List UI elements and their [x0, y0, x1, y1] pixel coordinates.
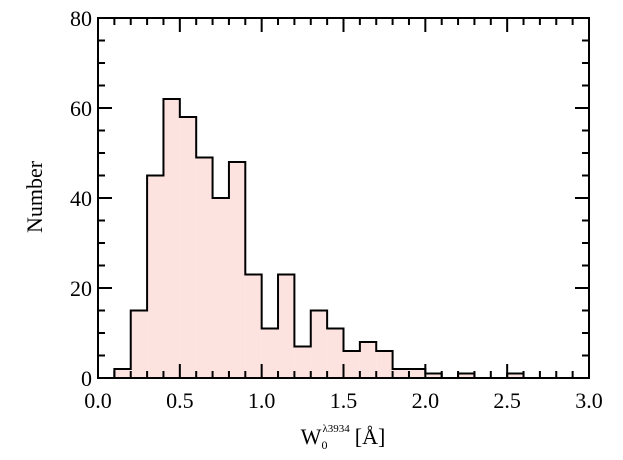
- histogram-bar-17: [392, 369, 409, 378]
- histogram-bar-0: [114, 369, 131, 378]
- y-tick-label: 60: [70, 96, 92, 121]
- histogram-bar-6: [212, 198, 229, 378]
- histogram-bar-13: [327, 328, 344, 378]
- x-axis-label-superscript: λ3934: [322, 423, 350, 435]
- histogram-bar-10: [278, 274, 295, 378]
- histogram-bar-18: [408, 369, 426, 378]
- x-tick-label: 2.0: [412, 388, 440, 413]
- x-tick-label: 1.5: [330, 388, 358, 413]
- histogram-bar-4: [179, 117, 197, 378]
- x-tick-label: 3.0: [575, 388, 603, 413]
- histogram-bar-2: [147, 175, 164, 378]
- histogram-bar-5: [196, 157, 213, 378]
- x-tick-label: 0.0: [84, 388, 112, 413]
- histogram-bar-12: [310, 310, 328, 378]
- x-tick-label: 0.5: [166, 388, 194, 413]
- y-tick-label: 20: [70, 276, 92, 301]
- x-axis-label-subscript: 0: [321, 438, 327, 452]
- x-axis-label-main: W: [301, 424, 322, 449]
- histogram-bar-8: [245, 274, 262, 378]
- histogram-bar-21: [458, 373, 475, 378]
- histogram-bar-11: [294, 346, 311, 378]
- y-axis-label: Number: [22, 160, 47, 233]
- x-axis-label: W0 λ3934 [Å]: [301, 423, 386, 452]
- histogram-bar-3: [163, 99, 180, 378]
- y-tick-label: 80: [70, 6, 92, 31]
- x-tick-label: 2.5: [493, 388, 521, 413]
- histogram-bar-19: [425, 373, 442, 378]
- histogram-bar-15: [359, 342, 377, 378]
- x-axis-label-unit: [Å]: [355, 424, 386, 449]
- histogram-bar-24: [507, 373, 524, 378]
- histogram-bar-9: [261, 328, 279, 378]
- histogram-bar-16: [376, 351, 393, 378]
- y-tick-label: 0: [81, 366, 92, 391]
- tick-labels: 0.0 0.5 1.0 1.5 2.0 2.5 3.0 0 20 40 60 80: [70, 6, 603, 413]
- x-tick-label: 1.0: [248, 388, 276, 413]
- histogram-bar-14: [343, 351, 360, 378]
- ticks-layer: [97, 17, 590, 379]
- y-tick-label: 40: [70, 186, 92, 211]
- histogram-bar-1: [130, 310, 148, 378]
- histogram-bar-7: [228, 162, 246, 378]
- bars-layer: [114, 99, 524, 378]
